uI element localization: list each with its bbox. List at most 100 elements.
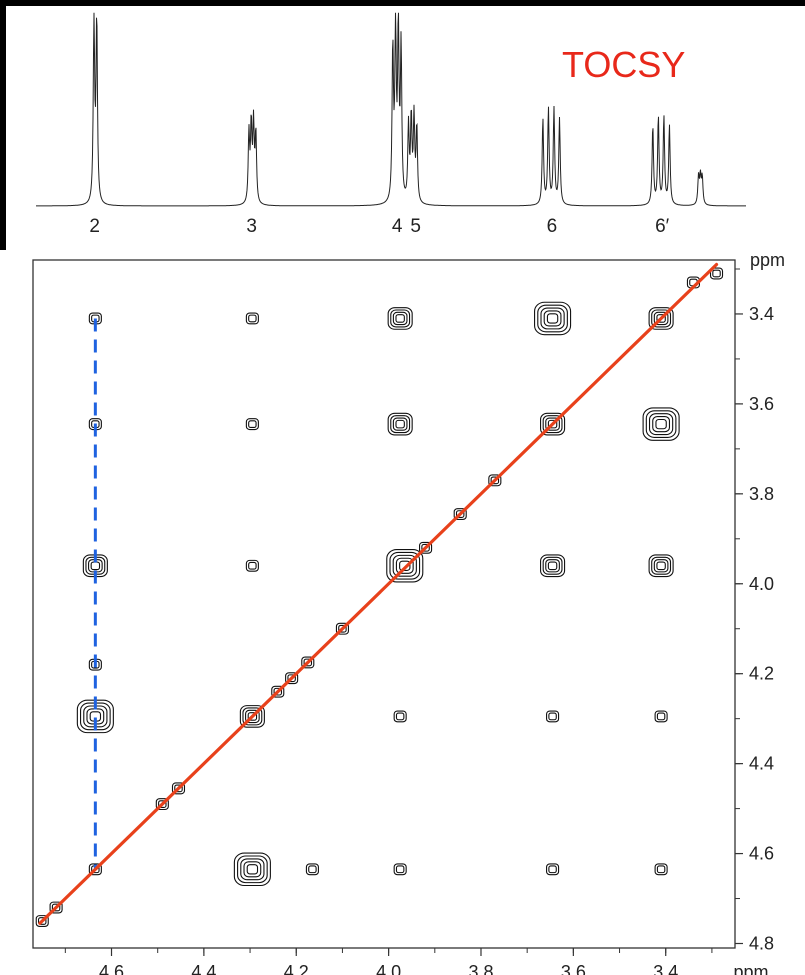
contour-ring: [271, 685, 285, 698]
contour-ring: [655, 418, 667, 430]
contour-ring: [488, 474, 502, 487]
contour-ring: [546, 313, 559, 324]
contour-ring: [308, 865, 317, 874]
y-tick-label: 3.4: [749, 304, 774, 324]
cross-peak: [546, 710, 560, 723]
contour-ring: [490, 476, 500, 485]
contour-ring: [653, 311, 669, 326]
contour-ring: [285, 672, 299, 685]
contour-ring: [712, 269, 721, 278]
cross-peak: [393, 710, 407, 723]
contour-ring: [239, 705, 265, 728]
y-tick-label: 3.8: [749, 484, 774, 504]
contour-ring: [546, 710, 560, 723]
peak-label: 5: [410, 216, 421, 237]
contour-ring: [37, 917, 47, 925]
contour-ring: [654, 710, 668, 723]
contour-ring: [392, 417, 408, 431]
contour-ring: [455, 510, 465, 518]
contour-ring: [543, 310, 562, 327]
x-tick-label: 4.0: [376, 962, 401, 975]
cross-peak: [305, 863, 319, 876]
contour-ring: [540, 307, 565, 330]
contour-ring: [395, 419, 405, 429]
contour-ring: [158, 800, 167, 808]
plot-frame: [32, 259, 736, 949]
contour-ring: [245, 709, 260, 724]
contour-ring: [390, 415, 411, 434]
cross-peak: [171, 782, 186, 795]
contour-ring: [540, 554, 566, 578]
contour-ring: [49, 901, 63, 914]
contour-ring: [656, 865, 666, 874]
contour-ring: [389, 551, 421, 580]
contour-ring: [273, 687, 283, 696]
cross-peak: [301, 656, 315, 669]
x-tick-label: 3.8: [468, 962, 493, 975]
peak-label: 6′: [655, 216, 670, 237]
contour-ring: [393, 863, 407, 876]
contour-ring: [709, 267, 724, 280]
contour-ring: [548, 712, 557, 721]
contour-ring: [652, 416, 671, 433]
contour-ring: [245, 559, 259, 572]
contour-ring: [395, 865, 405, 874]
1d-spectrum: [36, 12, 746, 207]
cross-peak: [546, 863, 560, 876]
cross-peak: [386, 549, 424, 583]
y-tick-label: 4.2: [749, 664, 774, 684]
contour-ring: [542, 556, 563, 575]
contour-ring: [247, 712, 258, 721]
contour-ring: [537, 304, 568, 333]
contour-ring: [90, 561, 101, 571]
cross-peak: [245, 418, 259, 431]
contour-ring: [656, 712, 666, 721]
cross-peak: [540, 412, 566, 436]
contour-ring: [392, 311, 408, 326]
peak-label: 3: [246, 216, 257, 237]
x-axis-unit: ppm: [733, 962, 768, 975]
contour-ring: [392, 554, 417, 577]
contour-ring: [303, 658, 313, 667]
y-tick-label: 4.8: [749, 934, 774, 954]
cross-peak: [233, 852, 271, 887]
contour-ring: [248, 420, 257, 429]
spectrum-trace: [36, 12, 746, 207]
contour-ring: [305, 863, 319, 876]
contour-ring: [651, 309, 672, 328]
contour-ring: [656, 561, 666, 571]
contour-ring: [243, 861, 262, 878]
cross-peak: [654, 710, 668, 723]
contour-ring: [237, 855, 268, 884]
contour-ring: [648, 554, 674, 578]
contour-ring: [395, 314, 405, 323]
contour-ring: [246, 864, 259, 875]
contour-ring: [88, 863, 102, 876]
contour-ring: [648, 307, 674, 330]
cross-peak: [155, 798, 169, 811]
contour-ring: [301, 656, 315, 669]
cross-peak: [540, 554, 566, 578]
cross-peak: [654, 863, 668, 876]
peak-label: 4: [391, 216, 403, 237]
contour-ring: [545, 559, 560, 573]
tocsy-contour-plot: 4.6 4.4 4.2 4.0 3.8 3.6 3.4 3.4 3.6 3.8 4.0 4.2 4.4 4…: [32, 250, 785, 975]
cross-peak: [271, 685, 285, 698]
cross-peak: [393, 863, 407, 876]
contour-ring: [548, 865, 557, 874]
contour-ring: [248, 561, 257, 570]
contour-ring: [453, 508, 467, 521]
contour-ring: [395, 557, 414, 574]
cross-peak: [648, 554, 674, 578]
contour-ring: [335, 622, 349, 635]
contour-ring: [387, 307, 413, 330]
x-tick-label: 4.6: [99, 962, 124, 975]
contour-ring: [174, 784, 183, 793]
contour-ring: [642, 407, 680, 441]
contour-ring: [245, 418, 259, 431]
y-tick-label: 4.0: [749, 574, 774, 594]
contour-ring: [393, 710, 407, 723]
contour-ring: [245, 312, 259, 325]
contour-ring: [547, 561, 558, 571]
contour-ring: [534, 301, 572, 336]
